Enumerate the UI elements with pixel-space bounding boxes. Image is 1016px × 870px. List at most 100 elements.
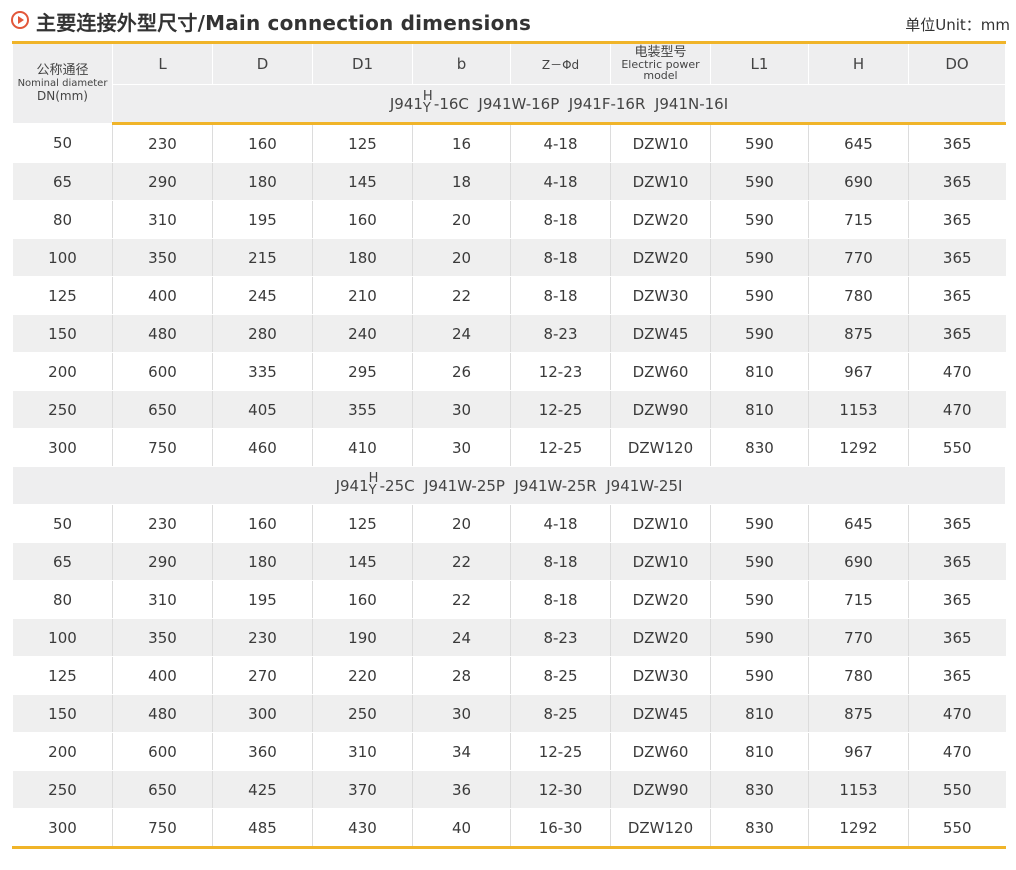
table-row: 50 230 160 125 16 4-18 DZW10 590 645 365 xyxy=(12,123,1006,163)
cell-b: 22 xyxy=(412,542,511,581)
model-label-1: J941 H Y -16C J941W-16P J941F-16R J941N-16I xyxy=(112,84,1006,125)
cell-dn: 150 xyxy=(12,314,113,353)
cell-l: 350 xyxy=(112,238,213,277)
group-2-body: 50 230 160 125 20 4-18 DZW10 590 645 365 65 290 180 1… xyxy=(12,504,1006,848)
cell-l: 230 xyxy=(112,123,213,163)
header-dn: 公称通径 Nominal diameter DN(mm) xyxy=(12,42,113,124)
cell-z: 12-30 xyxy=(510,770,611,809)
cell-dn: 80 xyxy=(12,580,113,619)
header-b: b xyxy=(412,42,511,85)
cell-z: 8-23 xyxy=(510,618,611,657)
cell-l: 290 xyxy=(112,162,213,201)
cell-h: 1153 xyxy=(808,390,909,429)
cell-d1: 250 xyxy=(312,694,413,733)
cell-do: 365 xyxy=(908,504,1006,543)
cell-l1: 590 xyxy=(710,542,809,581)
table-row: 125 400 270 220 28 8-25 DZW30 590 780 365 xyxy=(12,656,1006,695)
table-row: 80 310 195 160 22 8-18 DZW20 590 715 365 xyxy=(12,580,1006,619)
cell-motor: DZW120 xyxy=(610,428,711,467)
cell-d: 180 xyxy=(212,542,313,581)
cell-z: 12-23 xyxy=(510,352,611,391)
cell-h: 690 xyxy=(808,162,909,201)
cell-l: 650 xyxy=(112,390,213,429)
cell-z: 12-25 xyxy=(510,732,611,771)
cell-d: 335 xyxy=(212,352,313,391)
cell-b: 40 xyxy=(412,808,511,848)
cell-dn: 150 xyxy=(12,694,113,733)
table-row: 200 600 335 295 26 12-23 DZW60 810 967 470 xyxy=(12,352,1006,391)
header-motor-en: Electric power model xyxy=(621,58,700,82)
cell-do: 365 xyxy=(908,580,1006,619)
cell-l1: 810 xyxy=(710,732,809,771)
table-row: 80 310 195 160 20 8-18 DZW20 590 715 365 xyxy=(12,200,1006,239)
cell-motor: DZW10 xyxy=(610,123,711,163)
cell-l1: 830 xyxy=(710,808,809,848)
cell-z: 4-18 xyxy=(510,123,611,163)
header-dn-unit: DN(mm) xyxy=(37,89,88,103)
header-h: H xyxy=(808,42,909,85)
cell-motor: DZW90 xyxy=(610,770,711,809)
cell-l1: 590 xyxy=(710,580,809,619)
cell-b: 36 xyxy=(412,770,511,809)
table-row: 50 230 160 125 20 4-18 DZW10 590 645 365 xyxy=(12,504,1006,543)
header-l: L xyxy=(112,42,213,85)
header-l1: L1 xyxy=(710,42,809,85)
cell-l1: 590 xyxy=(710,656,809,695)
cell-b: 20 xyxy=(412,200,511,239)
cell-h: 875 xyxy=(808,314,909,353)
cell-motor: DZW20 xyxy=(610,238,711,277)
cell-motor: DZW90 xyxy=(610,390,711,429)
cell-dn: 80 xyxy=(12,200,113,239)
cell-h: 770 xyxy=(808,238,909,277)
model-row-2: J941 H Y -25C J941W-25P J941W-25R J941W-25I xyxy=(12,466,1006,505)
cell-motor: DZW30 xyxy=(610,656,711,695)
cell-l: 350 xyxy=(112,618,213,657)
cell-h: 715 xyxy=(808,200,909,239)
cell-l1: 590 xyxy=(710,314,809,353)
cell-l1: 590 xyxy=(710,504,809,543)
cell-d: 280 xyxy=(212,314,313,353)
cell-z: 8-25 xyxy=(510,656,611,695)
cell-motor: DZW20 xyxy=(610,580,711,619)
table-row: 100 350 230 190 24 8-23 DZW20 590 770 365 xyxy=(12,618,1006,657)
cell-dn: 200 xyxy=(12,732,113,771)
cell-h: 645 xyxy=(808,123,909,163)
cell-d1: 355 xyxy=(312,390,413,429)
cell-z: 8-18 xyxy=(510,542,611,581)
cell-l: 400 xyxy=(112,276,213,315)
unit-label: 单位Unit：mm xyxy=(905,16,1010,34)
cell-do: 550 xyxy=(908,770,1006,809)
cell-l: 650 xyxy=(112,770,213,809)
model-2-prefix: J941 xyxy=(335,476,369,495)
cell-do: 470 xyxy=(908,390,1006,429)
table-row: 100 350 215 180 20 8-18 DZW20 590 770 365 xyxy=(12,238,1006,277)
cell-h: 875 xyxy=(808,694,909,733)
cell-b: 30 xyxy=(412,694,511,733)
cell-d: 160 xyxy=(212,123,313,163)
cell-z: 8-18 xyxy=(510,276,611,315)
cell-b: 24 xyxy=(412,618,511,657)
cell-dn: 65 xyxy=(12,542,113,581)
cell-do: 470 xyxy=(908,732,1006,771)
cell-d1: 160 xyxy=(312,200,413,239)
model-1-rest: -16C J941W-16P J941F-16R J941N-16I xyxy=(433,94,729,113)
cell-l1: 810 xyxy=(710,390,809,429)
cell-motor: DZW120 xyxy=(610,808,711,848)
cell-d1: 160 xyxy=(312,580,413,619)
cell-z: 8-18 xyxy=(510,200,611,239)
cell-h: 1153 xyxy=(808,770,909,809)
header-d: D xyxy=(212,42,313,85)
cell-z: 8-18 xyxy=(510,580,611,619)
cell-motor: DZW10 xyxy=(610,162,711,201)
cell-z: 8-25 xyxy=(510,694,611,733)
cell-do: 365 xyxy=(908,123,1006,163)
cell-motor: DZW30 xyxy=(610,276,711,315)
cell-l: 400 xyxy=(112,656,213,695)
cell-d1: 210 xyxy=(312,276,413,315)
model-row-2-body: J941 H Y -25C J941W-25P J941W-25R J941W-25I xyxy=(12,466,1006,505)
model-row-1: J941 H Y -16C J941W-16P J941F-16R J941N-16I xyxy=(13,84,1006,125)
cell-d1: 220 xyxy=(312,656,413,695)
cell-z: 4-18 xyxy=(510,504,611,543)
cell-d1: 125 xyxy=(312,123,413,163)
